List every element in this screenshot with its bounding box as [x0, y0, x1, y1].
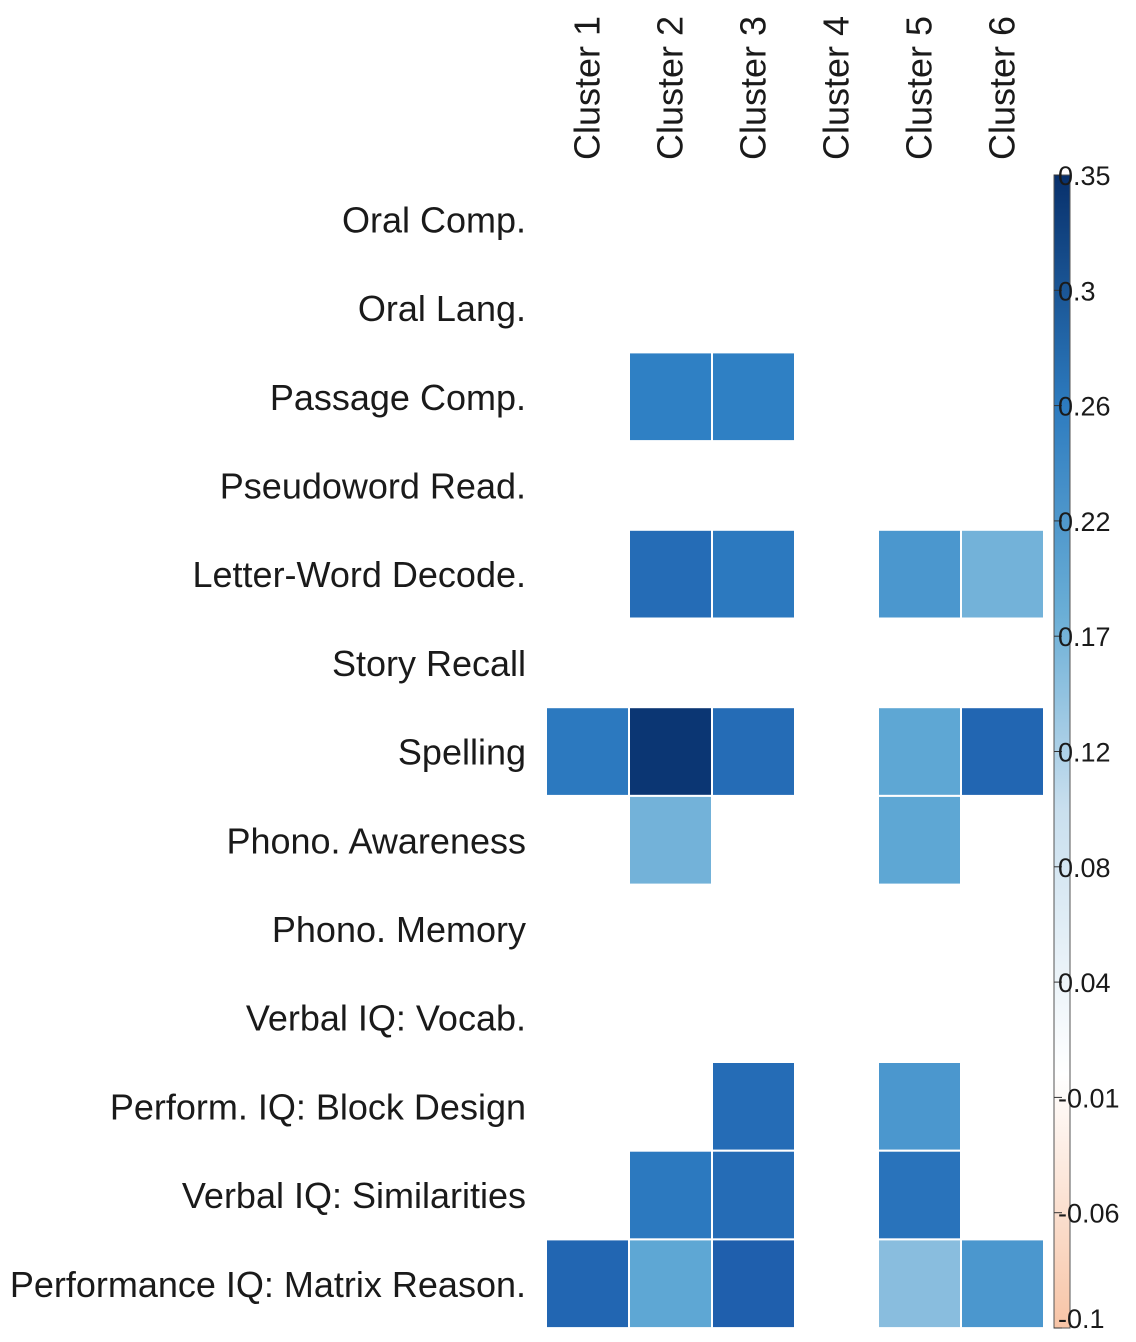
- colorbar-tick-label: 0.26: [1058, 392, 1111, 422]
- row-label-passage-comp: Passage Comp.: [270, 377, 526, 418]
- colorbar-tick-label: 0.3: [1058, 276, 1096, 306]
- heatmap-cell-verbal-iq-similarities-cluster-2: [628, 1149, 713, 1241]
- colorbar-tick-label: 0.04: [1058, 968, 1111, 998]
- colorbar-ticks: 0.35 0.3 0.26 0.22 0.17 0.12 0.08 0.04 -0.01 -0.0…: [1054, 161, 1120, 1334]
- heatmap-cell-spelling-cluster-6: [960, 706, 1045, 797]
- heatmap-cell-performance-iq-matrix-reason-cluster-2: [628, 1238, 713, 1330]
- row-label-pseudoword-read: Pseudoword Read.: [220, 465, 526, 506]
- column-label-cluster-1: Cluster 1: [567, 16, 608, 160]
- colorbar-tick-label: 0.12: [1058, 738, 1111, 768]
- row-label-oral-comp: Oral Comp.: [342, 199, 526, 240]
- row-label-letter-word-decode: Letter-Word Decode.: [193, 554, 527, 595]
- heatmap-cell-performance-iq-matrix-reason-cluster-1: [545, 1238, 630, 1330]
- column-label-cluster-5: Cluster 5: [899, 16, 940, 160]
- heatmap-cell-performance-iq-matrix-reason-cluster-6: [960, 1238, 1045, 1330]
- heatmap-cell-perform-iq-block-design-cluster-3: [711, 1061, 796, 1152]
- heatmap-cell-spelling-cluster-5: [877, 706, 962, 797]
- row-label-phono-memory: Phono. Memory: [272, 909, 526, 950]
- heatmap-cell-performance-iq-matrix-reason-cluster-3: [711, 1238, 796, 1330]
- column-label-cluster-6: Cluster 6: [982, 16, 1023, 160]
- colorbar-tick-label: 0.08: [1058, 853, 1111, 883]
- heatmap-cell-spelling-cluster-3: [711, 706, 796, 797]
- column-label-cluster-4: Cluster 4: [816, 16, 857, 160]
- row-label-performance-iq-matrix-reason: Performance IQ: Matrix Reason.: [10, 1264, 526, 1305]
- heatmap-cell-verbal-iq-similarities-cluster-5: [877, 1149, 962, 1241]
- heatmap-cell-perform-iq-block-design-cluster-5: [877, 1061, 962, 1152]
- row-label-phono-awareness: Phono. Awareness: [226, 820, 526, 861]
- colorbar: 0.35 0.3 0.26 0.22 0.17 0.12 0.08 0.04 -0.01 -0.0…: [1053, 161, 1120, 1334]
- row-labels: Oral Comp. Oral Lang. Passage Comp. Pseudow…: [10, 199, 526, 1304]
- heatmap-cell-letter-word-decode-cluster-3: [711, 528, 796, 620]
- row-label-verbal-iq-similarities: Verbal IQ: Similarities: [182, 1175, 526, 1216]
- colorbar-tick-label: 0.17: [1058, 622, 1111, 652]
- heatmap-cell-phono-awareness-cluster-2: [628, 794, 713, 886]
- heatmap-cell-performance-iq-matrix-reason-cluster-5: [877, 1238, 962, 1330]
- column-labels: Cluster 1 Cluster 2 Cluster 3 Cluster 4 Clus…: [567, 16, 1023, 160]
- colorbar-tick-label: 0.35: [1058, 161, 1111, 191]
- column-label-cluster-2: Cluster 2: [650, 16, 691, 160]
- colorbar-tick-label: -0.01: [1058, 1083, 1120, 1113]
- row-label-spelling: Spelling: [398, 732, 526, 773]
- heatmap-cell-letter-word-decode-cluster-5: [877, 528, 962, 620]
- heatmap-cells: [545, 351, 1045, 1330]
- row-label-story-recall: Story Recall: [332, 643, 526, 684]
- heatmap-cell-spelling-cluster-1: [545, 706, 630, 797]
- colorbar-tick-label: 0.22: [1058, 507, 1111, 537]
- colorbar-tick-label: -0.06: [1058, 1199, 1120, 1229]
- row-label-verbal-iq-vocab: Verbal IQ: Vocab.: [246, 998, 526, 1039]
- row-label-perform-iq-block-design: Perform. IQ: Block Design: [110, 1086, 526, 1127]
- heatmap-cell-letter-word-decode-cluster-2: [628, 528, 713, 620]
- column-label-cluster-3: Cluster 3: [733, 16, 774, 160]
- heatmap-cell-spelling-cluster-2: [628, 706, 713, 797]
- heatmap-cell-phono-awareness-cluster-5: [877, 794, 962, 886]
- heatmap-cell-verbal-iq-similarities-cluster-3: [711, 1149, 796, 1241]
- heatmap-cell-passage-comp-cluster-3: [711, 351, 796, 443]
- row-label-oral-lang: Oral Lang.: [358, 288, 526, 329]
- heatmap-cell-passage-comp-cluster-2: [628, 351, 713, 443]
- colorbar-tick-label: -0.1: [1058, 1304, 1105, 1334]
- heatmap-cell-letter-word-decode-cluster-6: [960, 528, 1045, 620]
